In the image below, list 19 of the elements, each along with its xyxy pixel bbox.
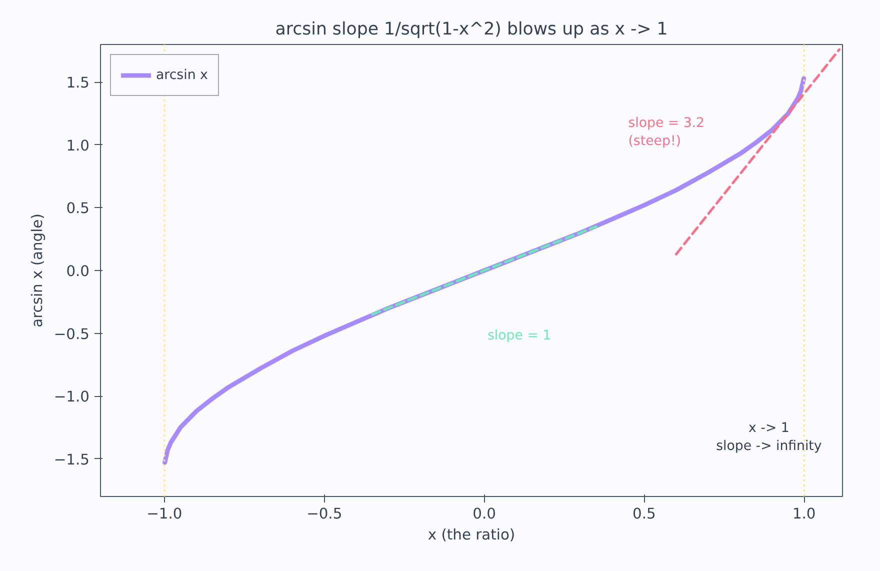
y-tick-label: −0.5 bbox=[54, 326, 90, 343]
annotation: slope = 1 bbox=[487, 328, 552, 344]
x-tick-label: 0.0 bbox=[472, 506, 496, 522]
x-tick-label: 0.5 bbox=[632, 506, 656, 522]
x-tick-label: −1.0 bbox=[146, 506, 182, 522]
annotation: slope = 3.2 (steep!) bbox=[628, 116, 705, 149]
annotation: x -> 1 slope -> infinity bbox=[716, 420, 822, 454]
legend-label: arcsin x bbox=[156, 68, 208, 82]
y-tick-label: −1.5 bbox=[54, 451, 90, 468]
chart-title: arcsin slope 1/sqrt(1-x^2) blows up as x -> 1 bbox=[275, 20, 668, 40]
y-tick-label: 0.5 bbox=[66, 200, 90, 218]
x-axis-title: x (the ratio) bbox=[428, 526, 516, 544]
y-axis-title: arcsin x (angle) bbox=[28, 214, 46, 328]
y-tick-label: 1.5 bbox=[66, 74, 90, 92]
x-tick-label: 1.0 bbox=[792, 506, 816, 522]
y-tick-label: 0.0 bbox=[66, 263, 90, 280]
x-tick-label: −0.5 bbox=[306, 506, 342, 522]
y-tick-label: 1.0 bbox=[66, 137, 90, 154]
y-tick-label: −1.0 bbox=[54, 388, 90, 406]
